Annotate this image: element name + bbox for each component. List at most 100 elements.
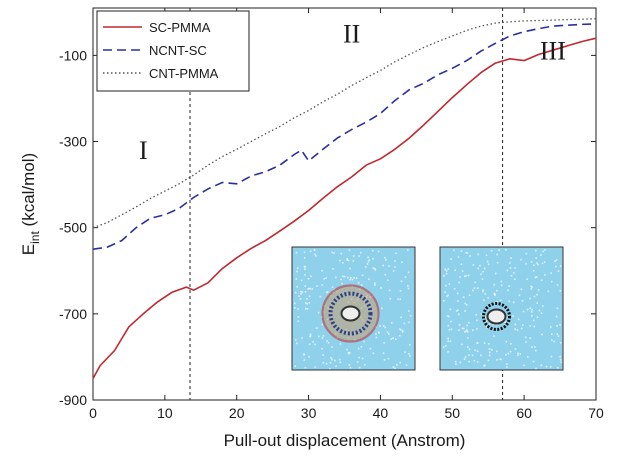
- inset-cnt-pmma-speckle: [496, 261, 499, 264]
- inset-sc-pmma-speckle: [407, 249, 409, 251]
- x-tick-label: 0: [89, 405, 97, 421]
- inset-sc-pmma-speckle: [334, 359, 336, 362]
- inset-sc-pmma-speckle: [400, 280, 403, 283]
- inset-cnt-pmma-speckle: [535, 276, 538, 278]
- inset-cnt-pmma-speckle: [504, 321, 506, 323]
- axes: 0 10 20 30 40 50 60 70 -900 -700 -500 -300 -100: [59, 7, 604, 421]
- inset-sc-pmma-speckle: [347, 351, 350, 354]
- inset-cnt-pmma-speckle: [535, 249, 537, 252]
- inset-cnt-pmma-speckle: [514, 348, 517, 350]
- inset-cnt-pmma-speckle: [485, 316, 487, 319]
- inset-sc-pmma-speckle: [375, 336, 378, 339]
- inset-cnt-pmma-speckle: [476, 319, 478, 322]
- inset-sc-pmma-speckle: [383, 342, 385, 344]
- inset-cnt-pmma-speckle: [449, 308, 452, 311]
- inset-sc-pmma-speckle: [399, 328, 401, 330]
- inset-cnt-pmma-speckle: [461, 270, 464, 272]
- inset-sc-pmma-speckle: [358, 255, 360, 257]
- inset-cnt-pmma-speckle: [447, 351, 449, 353]
- inset-cnt-pmma-speckle: [535, 349, 537, 352]
- inset-cnt-pmma-speckle: [467, 337, 469, 339]
- inset-cnt-pmma-speckle: [465, 275, 467, 277]
- inset-cnt-pmma-speckle: [459, 276, 461, 278]
- inset-sc-pmma-speckle: [348, 364, 351, 366]
- inset-sc-pmma-speckle: [374, 269, 377, 271]
- inset-cnt-pmma-speckle: [492, 302, 495, 304]
- inset-cnt-pmma-speckle: [496, 253, 498, 256]
- inset-cnt-pmma-speckle: [519, 353, 522, 355]
- inset-sc-pmma-speckle: [404, 351, 406, 353]
- inset-cnt-pmma-speckle: [444, 291, 446, 293]
- inset-sc-pmma-speckle: [382, 264, 384, 267]
- inset-sc-pmma-speckle: [327, 342, 330, 344]
- inset-cnt-pmma-speckle: [535, 367, 537, 370]
- inset-sc-pmma-speckle: [342, 262, 344, 264]
- inset-cnt-pmma-speckle: [482, 289, 484, 291]
- inset-cnt-pmma-speckle: [444, 268, 446, 271]
- inset-cnt-pmma-speckle: [513, 272, 515, 274]
- inset-cnt-pmma-speckle: [543, 261, 546, 263]
- inset-cnt-pmma-speckle: [462, 296, 465, 298]
- inset-cnt-pmma-speckle: [445, 272, 448, 275]
- inset-sc-pmma-speckle: [392, 366, 395, 368]
- inset-cnt-pmma-speckle: [530, 288, 533, 290]
- inset-sc-pmma-speckle: [309, 335, 312, 337]
- inset-cnt-pmma-speckle: [500, 280, 503, 283]
- inset-cnt-pmma-speckle: [509, 267, 512, 269]
- inset-cnt-pmma-speckle: [454, 360, 457, 363]
- inset-cnt-pmma-speckle: [446, 295, 448, 297]
- inset-sc-pmma-speckle: [321, 323, 323, 326]
- inset-cnt-pmma-speckle: [447, 268, 449, 270]
- inset-sc-pmma-speckle: [296, 342, 298, 345]
- inset-cnt-pmma-speckle: [447, 340, 449, 343]
- inset-cnt-pmma-speckle: [499, 358, 501, 361]
- inset-cnt-pmma-speckle: [468, 360, 470, 363]
- inset-sc-pmma-speckle: [306, 298, 308, 300]
- inset-cnt-pmma-speckle: [553, 340, 555, 343]
- inset-cnt-pmma-speckle: [483, 267, 486, 270]
- inset-sc-pmma-speckle: [388, 333, 390, 335]
- y-axis-title: Eint (kcal/mol): [19, 153, 42, 255]
- inset-cnt-pmma-speckle: [507, 352, 510, 355]
- inset-sc-pmma-speckle: [364, 266, 367, 268]
- inset-cnt-pmma-speckle: [508, 317, 510, 320]
- inset-cnt-pmma-speckle: [461, 343, 463, 346]
- inset-cnt-pmma-speckle: [535, 257, 537, 259]
- inset-cnt-pmma-speckle: [522, 324, 524, 326]
- inset-sc-pmma-speckle: [387, 357, 390, 360]
- inset-cnt-pmma-speckle: [505, 317, 508, 319]
- inset-cnt-pmma-speckle: [468, 348, 471, 351]
- inset-cnt-pmma-speckle: [488, 351, 491, 354]
- inset-sc-pmma-speckle: [389, 298, 392, 300]
- inset-cnt-pmma-speckle: [477, 267, 479, 270]
- inset-sc-pmma-speckle: [340, 278, 342, 281]
- inset-sc-pmma-speckle: [335, 276, 337, 279]
- inset-cnt-pmma-speckle: [557, 367, 559, 369]
- inset-cnt-pmma-speckle: [453, 249, 455, 252]
- inset-cnt-pmma-speckle: [559, 290, 562, 292]
- inset-sc-pmma-speckle: [378, 331, 380, 334]
- inset-sc-pmma-speckle: [403, 322, 406, 325]
- inset-sc-pmma-speckle: [317, 311, 320, 314]
- inset-cnt-pmma-speckle: [483, 364, 486, 367]
- inset-cnt-pmma-speckle: [520, 258, 522, 261]
- inset-cnt-pmma-speckle: [507, 289, 509, 292]
- inset-cnt-pmma-speckle: [467, 274, 470, 277]
- inset-cnt-pmma-speckle: [495, 272, 497, 275]
- inset-cnt-pmma-speckle: [448, 328, 451, 331]
- inset-cnt-pmma-speckle: [506, 363, 508, 365]
- inset-sc-pmma-speckle: [303, 353, 305, 356]
- inset-sc-pmma-speckle: [360, 251, 362, 254]
- x-tick-label: 50: [444, 405, 460, 421]
- inset-sc-pmma-speckle: [409, 315, 412, 317]
- inset-cnt-pmma-speckle: [468, 354, 470, 356]
- inset-cnt-pmma-speckle: [547, 290, 550, 293]
- inset-sc-pmma-speckle: [401, 329, 404, 332]
- inset-sc-pmma-speckle: [349, 278, 351, 281]
- inset-cnt-pmma-speckle: [542, 305, 544, 307]
- inset-cnt-pmma-speckle: [450, 258, 452, 260]
- inset-sc-pmma-speckle: [409, 355, 411, 357]
- inset-cnt-pmma-speckle: [463, 358, 466, 360]
- inset-sc-pmma-speckle: [372, 267, 374, 269]
- inset-sc-pmma-speckle: [352, 260, 355, 262]
